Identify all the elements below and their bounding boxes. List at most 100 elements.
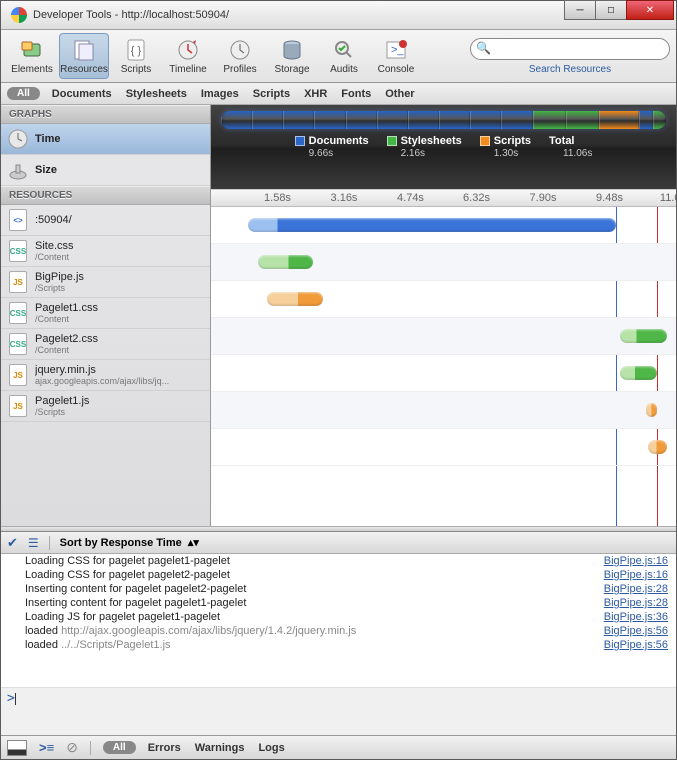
clear-icon[interactable]: ⊘ <box>66 739 78 756</box>
time-axis: 1.58s3.16s4.74s6.32s7.90s9.48s11.06s <box>211 190 676 207</box>
resource-item[interactable]: CSSSite.css/Content <box>1 236 210 267</box>
filter-all[interactable]: All <box>7 87 40 100</box>
graphs-header: GRAPHS <box>1 105 210 124</box>
console-row: loaded ../../Scripts/Pagelet1.jsBigPipe.… <box>1 638 676 652</box>
window-title: Developer Tools - http://localhost:50904… <box>33 9 229 21</box>
overview-segment <box>533 111 600 129</box>
js-file-icon: JS <box>9 271 27 293</box>
timing-bar <box>248 218 615 232</box>
js-file-icon: JS <box>9 395 27 417</box>
timeline-row[interactable] <box>211 281 676 318</box>
search-input[interactable] <box>470 38 670 60</box>
timeline-pane: Documents9.66s Stylesheets2.16s Scripts1.3… <box>211 105 676 526</box>
filter-other[interactable]: Other <box>385 88 414 100</box>
tick-label: 4.74s <box>397 192 424 204</box>
sort-bar: ✔ ☰ Sort by Response Time ▴▾ <box>1 532 676 554</box>
resource-item[interactable]: CSSPagelet2.css/Content <box>1 329 210 360</box>
timeline-row[interactable] <box>211 244 676 281</box>
graph-time[interactable]: Time <box>1 124 210 155</box>
legend-item: Total11.06s <box>549 135 592 159</box>
main-toolbar: ElementsResources{ }ScriptsTimelineProfi… <box>1 30 676 83</box>
status-all[interactable]: All <box>103 741 136 754</box>
resources-header: RESOURCES <box>1 186 210 205</box>
timeline-row[interactable] <box>211 355 676 392</box>
tick-label: 1.58s <box>264 192 291 204</box>
sort-label[interactable]: Sort by Response Time ▴▾ <box>60 536 199 549</box>
status-logs[interactable]: Logs <box>258 742 284 754</box>
console-toggle-icon[interactable]: >≡ <box>39 740 54 755</box>
timeline-overview: Documents9.66s Stylesheets2.16s Scripts1.3… <box>211 105 676 190</box>
source-link[interactable]: BigPipe.js:56 <box>604 625 668 637</box>
filter-documents[interactable]: Documents <box>52 88 112 100</box>
tick-label: 11.06s <box>660 192 676 204</box>
source-link[interactable]: BigPipe.js:28 <box>604 597 668 609</box>
resource-item[interactable]: CSSPagelet1.css/Content <box>1 298 210 329</box>
overview-segment <box>221 111 533 129</box>
console-row: Loading CSS for pagelet pagelet1-pagelet… <box>1 554 676 568</box>
timeline-row[interactable] <box>211 392 676 429</box>
scripts-icon: { } <box>124 38 148 62</box>
source-link[interactable]: BigPipe.js:16 <box>604 569 668 581</box>
tab-scripts[interactable]: { }Scripts <box>111 33 161 79</box>
resource-item[interactable]: JSPagelet1.js/Scripts <box>1 391 210 422</box>
source-link[interactable]: BigPipe.js:56 <box>604 639 668 651</box>
timeline-row[interactable] <box>211 318 676 355</box>
tab-storage[interactable]: Storage <box>267 33 317 79</box>
legend-item: Scripts1.30s <box>480 135 531 159</box>
dock-icon[interactable] <box>7 740 27 756</box>
console-row: Inserting content for pagelet pagelet1-p… <box>1 596 676 610</box>
close-button[interactable]: ✕ <box>626 0 674 20</box>
maximize-button[interactable]: ☐ <box>595 0 627 20</box>
resource-item[interactable]: <>:50904/ <box>1 205 210 236</box>
timing-bar <box>258 255 314 269</box>
filter-stylesheets[interactable]: Stylesheets <box>126 88 187 100</box>
filter-xhr[interactable]: XHR <box>304 88 327 100</box>
timing-bar <box>267 292 323 306</box>
console-row: Loading JS for pagelet pagelet1-pageletB… <box>1 610 676 624</box>
overview-segment <box>599 111 639 129</box>
timeline-rows <box>211 207 676 526</box>
clock-icon <box>7 128 29 150</box>
devtools-window: Developer Tools - http://localhost:50904… <box>0 0 677 760</box>
status-errors[interactable]: Errors <box>148 742 181 754</box>
filter-fonts[interactable]: Fonts <box>341 88 371 100</box>
graph-size[interactable]: Size <box>1 155 210 186</box>
minimize-button[interactable]: ─ <box>564 0 596 20</box>
css-file-icon: CSS <box>9 333 27 355</box>
timing-bar <box>620 329 667 343</box>
source-link[interactable]: BigPipe.js:28 <box>604 583 668 595</box>
tab-audits[interactable]: Audits <box>319 33 369 79</box>
css-file-icon: CSS <box>9 302 27 324</box>
console-prompt[interactable]: > <box>1 687 676 735</box>
timeline-row[interactable] <box>211 429 676 466</box>
doc-file-icon: <> <box>9 209 27 231</box>
source-link[interactable]: BigPipe.js:16 <box>604 555 668 567</box>
console-output: Loading CSS for pagelet pagelet1-pagelet… <box>1 554 676 687</box>
window-controls: ─ ☐ ✕ <box>565 0 674 20</box>
legend-item: Stylesheets2.16s <box>387 135 462 159</box>
search-resources-link[interactable]: Search Resources <box>529 64 611 75</box>
source-link[interactable]: BigPipe.js:36 <box>604 611 668 623</box>
tab-profiles[interactable]: Profiles <box>215 33 265 79</box>
tick-label: 9.48s <box>596 192 623 204</box>
filter-scripts[interactable]: Scripts <box>253 88 290 100</box>
tab-console[interactable]: >_Console <box>371 33 421 79</box>
list-icon[interactable]: ☰ <box>28 536 39 550</box>
tab-timeline[interactable]: Timeline <box>163 33 213 79</box>
timing-bar <box>620 366 657 380</box>
check-icon[interactable]: ✔ <box>7 535 18 551</box>
elements-icon <box>20 38 44 62</box>
tick-label: 6.32s <box>463 192 490 204</box>
resource-item[interactable]: JSjquery.min.jsajax.googleapis.com/ajax/… <box>1 360 210 391</box>
audits-icon <box>332 38 356 62</box>
legend-item: Documents9.66s <box>295 135 369 159</box>
titlebar[interactable]: Developer Tools - http://localhost:50904… <box>1 1 676 30</box>
status-warnings[interactable]: Warnings <box>195 742 245 754</box>
filter-bar: All Documents Stylesheets Images Scripts XHR… <box>1 83 676 105</box>
resource-item[interactable]: JSBigPipe.js/Scripts <box>1 267 210 298</box>
storage-icon <box>280 38 304 62</box>
filter-images[interactable]: Images <box>201 88 239 100</box>
tab-elements[interactable]: Elements <box>7 33 57 79</box>
timeline-row[interactable] <box>211 207 676 244</box>
tab-resources[interactable]: Resources <box>59 33 109 79</box>
